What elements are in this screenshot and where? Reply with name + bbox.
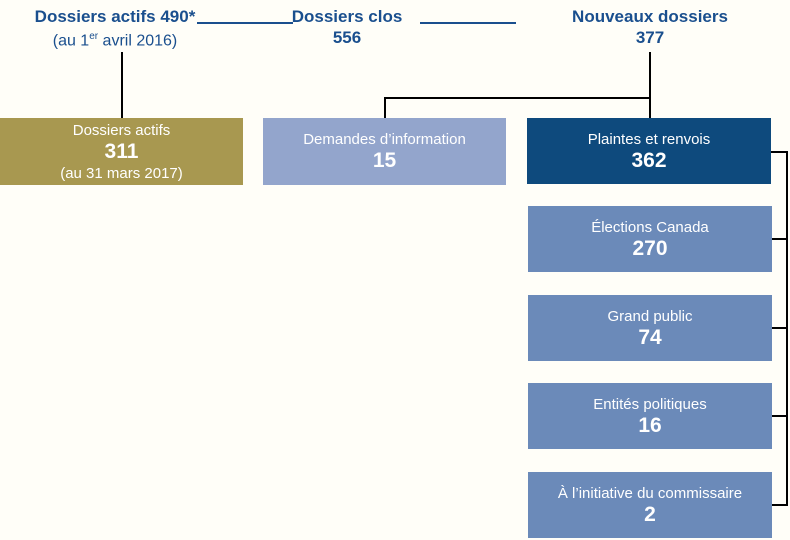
node-dossiers-actifs: Dossiers actifs 311 (au 31 mars 2017): [0, 118, 243, 185]
node-demandes-information-value: 15: [372, 149, 397, 172]
connector-complaints-stub: [771, 151, 788, 153]
node-dossiers-actifs-value: 311: [104, 139, 139, 163]
node-dossiers-actifs-label: Dossiers actifs: [72, 121, 171, 139]
connector-stub-initiative: [772, 504, 788, 506]
header-dossiers-clos-value: 556: [332, 28, 362, 47]
node-elections-canada-label: Élections Canada: [591, 218, 709, 236]
header-nouveaux-dossiers-title: Nouveaux dossiers: [572, 7, 728, 26]
node-demandes-information: Demandes d’information 15: [263, 118, 506, 185]
connector-active-vertical: [121, 52, 123, 118]
connector-info-vertical: [384, 97, 386, 118]
node-initiative-commissaire-value: 2: [644, 502, 656, 526]
node-grand-public-label: Grand public: [607, 307, 693, 325]
header-divider-line-right: [420, 22, 516, 24]
node-plaintes-renvois-value: 362: [631, 148, 667, 172]
header-divider-line-left: [197, 22, 293, 24]
header-dossiers-clos: Dossiers clos 556: [267, 6, 427, 48]
header-nouveaux-dossiers-value: 377: [635, 28, 665, 47]
node-entites-politiques-value: 16: [638, 413, 662, 437]
node-grand-public-value: 74: [638, 325, 662, 349]
connector-new-vertical: [649, 52, 651, 118]
node-demandes-information-label: Demandes d’information: [303, 131, 466, 148]
header-dossiers-actifs-subtitle: (au 1er avril 2016): [52, 31, 178, 50]
node-entites-politiques-label: Entités politiques: [593, 395, 707, 413]
node-elections-canada-value: 270: [632, 236, 668, 260]
node-grand-public: Grand public 74: [528, 295, 772, 361]
header-dossiers-actifs: Dossiers actifs 490* (au 1er avril 2016): [10, 6, 220, 51]
node-initiative-commissaire-label: À l’initiative du commissaire: [557, 484, 743, 502]
connector-branch-horizontal: [384, 97, 651, 99]
header-dossiers-actifs-title: Dossiers actifs 490*: [34, 7, 196, 26]
node-dossiers-actifs-note: (au 31 mars 2017): [60, 164, 183, 182]
node-elections-canada: Élections Canada 270: [528, 206, 772, 272]
connector-stub-grand-public: [772, 327, 788, 329]
connector-stub-elections: [772, 238, 788, 240]
header-nouveaux-dossiers: Nouveaux dossiers 377: [550, 6, 750, 48]
node-entites-politiques: Entités politiques 16: [528, 383, 772, 449]
node-plaintes-renvois-label: Plaintes et renvois: [587, 130, 711, 148]
node-initiative-commissaire: À l’initiative du commissaire 2: [528, 472, 772, 538]
header-dossiers-clos-title: Dossiers clos: [291, 7, 403, 26]
node-plaintes-renvois: Plaintes et renvois 362: [527, 118, 771, 184]
connector-stub-entites: [772, 415, 788, 417]
